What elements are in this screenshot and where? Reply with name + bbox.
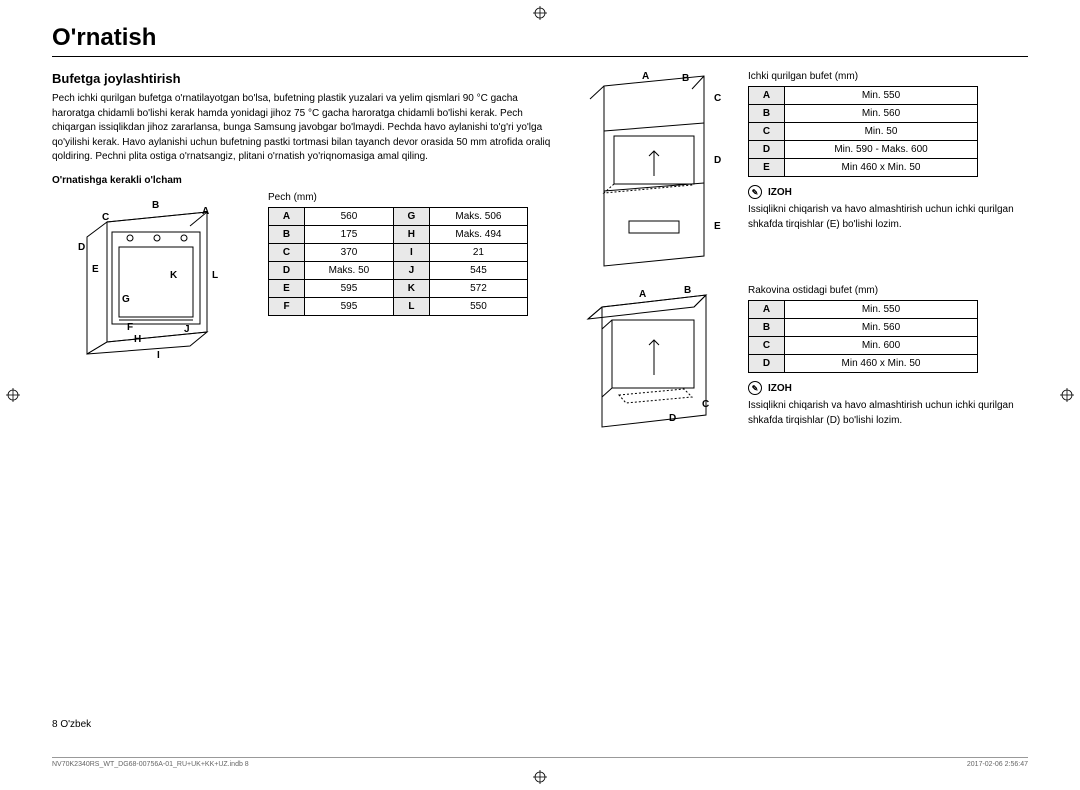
- table-key: C: [269, 243, 305, 261]
- table-val: 572: [429, 279, 527, 297]
- table-key: A: [269, 207, 305, 225]
- table-val: 545: [429, 261, 527, 279]
- table-key: D: [269, 261, 305, 279]
- oven-label-j: J: [184, 324, 190, 335]
- pech-caption: Pech (mm): [268, 192, 528, 203]
- subsection-heading: O'rnatishga kerakli o'lcham: [52, 175, 562, 186]
- cab2-table: AMin. 550BMin. 560CMin. 600DMin 460 x Mi…: [748, 300, 978, 373]
- print-meta: NV70K2340RS_WT_DG68-00756A-01_RU+UK+KK+U…: [52, 757, 1028, 768]
- table-key: J: [393, 261, 429, 279]
- table-key: D: [749, 141, 785, 159]
- note-icon: ✎: [748, 185, 762, 199]
- cab1-label-e: E: [714, 221, 721, 232]
- table-val: Maks. 506: [429, 207, 527, 225]
- oven-label-c: C: [102, 212, 109, 223]
- oven-label-a: A: [202, 206, 209, 217]
- oven-label-e: E: [92, 264, 99, 275]
- crop-mark-right: [1060, 388, 1074, 402]
- table-key: C: [749, 123, 785, 141]
- table-val: Min 460 x Min. 50: [785, 159, 978, 177]
- oven-label-g: G: [122, 294, 130, 305]
- crop-mark-bottom: [533, 770, 547, 784]
- cab2-label-c: C: [702, 399, 709, 410]
- table-key: B: [749, 105, 785, 123]
- cab1-table: AMin. 550BMin. 560CMin. 50DMin. 590 - Ma…: [748, 86, 978, 177]
- cabinet1-diagram: A B C D E: [584, 71, 734, 271]
- table-key: D: [749, 355, 785, 373]
- izoh-text-2: Issiqlikni chiqarish va havo almashtiris…: [748, 399, 1014, 428]
- oven-label-h: H: [134, 334, 141, 345]
- table-val: Min. 600: [785, 337, 978, 355]
- table-key: G: [393, 207, 429, 225]
- table-val: Min 460 x Min. 50: [785, 355, 978, 373]
- table-key: H: [393, 225, 429, 243]
- izoh-text-1: Issiqlikni chiqarish va havo almashtiris…: [748, 203, 1014, 232]
- oven-label-f: F: [127, 322, 133, 333]
- cab2-label-d: D: [669, 413, 676, 424]
- table-val: 560: [305, 207, 394, 225]
- table-val: 550: [429, 297, 527, 315]
- oven-label-i: I: [157, 350, 160, 361]
- page-footer: 8 O'zbek: [52, 719, 91, 730]
- table-val: 595: [305, 279, 394, 297]
- cab1-label-a: A: [642, 71, 649, 82]
- table-val: Maks. 494: [429, 225, 527, 243]
- table-val: Maks. 50: [305, 261, 394, 279]
- table-key: I: [393, 243, 429, 261]
- table-key: B: [749, 319, 785, 337]
- cab1-caption: Ichki qurilgan bufet (mm): [748, 71, 1014, 82]
- cab1-label-c: C: [714, 93, 721, 104]
- table-val: 21: [429, 243, 527, 261]
- table-val: Min. 590 - Maks. 600: [785, 141, 978, 159]
- cabinet2-diagram: A B C D: [584, 285, 734, 435]
- crop-mark-left: [6, 388, 20, 402]
- table-val: Min. 550: [785, 87, 978, 105]
- table-val: 370: [305, 243, 394, 261]
- pech-table: A560GMaks. 506 B175HMaks. 494 C370I21 DMaks…: [268, 207, 528, 316]
- table-key: B: [269, 225, 305, 243]
- cab1-label-d: D: [714, 155, 721, 166]
- cab2-caption: Rakovina ostidagi bufet (mm): [748, 285, 1014, 296]
- note-icon: ✎: [748, 381, 762, 395]
- cab1-label-b: B: [682, 73, 689, 84]
- oven-label-k: K: [170, 270, 177, 281]
- oven-label-d: D: [78, 242, 85, 253]
- table-val: Min. 50: [785, 123, 978, 141]
- table-val: 595: [305, 297, 394, 315]
- page-title: O'rnatish: [52, 24, 1028, 52]
- table-val: 175: [305, 225, 394, 243]
- table-key: K: [393, 279, 429, 297]
- table-val: Min. 550: [785, 301, 978, 319]
- cab2-label-b: B: [684, 285, 691, 296]
- table-key: E: [269, 279, 305, 297]
- table-key: A: [749, 87, 785, 105]
- izoh-label-2: IZOH: [768, 383, 792, 394]
- meta-right: 2017-02-06 2:56:47: [967, 761, 1028, 768]
- oven-label-l: L: [212, 270, 218, 281]
- title-rule: [52, 56, 1028, 57]
- oven-label-b: B: [152, 200, 159, 211]
- oven-diagram: A B C D E F G H I J K L: [52, 192, 252, 367]
- table-val: Min. 560: [785, 319, 978, 337]
- table-key: C: [749, 337, 785, 355]
- table-key: E: [749, 159, 785, 177]
- table-key: F: [269, 297, 305, 315]
- table-key: L: [393, 297, 429, 315]
- table-key: A: [749, 301, 785, 319]
- section-heading: Bufetga joylashtirish: [52, 71, 562, 86]
- izoh-label-1: IZOH: [768, 187, 792, 198]
- intro-paragraph: Pech ichki qurilgan bufetga o'rnatilayot…: [52, 92, 562, 165]
- crop-mark-top: [533, 6, 547, 20]
- meta-left: NV70K2340RS_WT_DG68-00756A-01_RU+UK+KK+U…: [52, 761, 249, 768]
- cab2-label-a: A: [639, 289, 646, 300]
- table-val: Min. 560: [785, 105, 978, 123]
